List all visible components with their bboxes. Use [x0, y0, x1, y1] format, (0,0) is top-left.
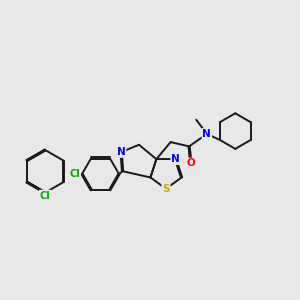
Text: N: N	[171, 154, 180, 164]
Text: N: N	[117, 147, 126, 157]
Text: Cl: Cl	[70, 169, 80, 179]
Text: Cl: Cl	[40, 190, 50, 200]
Text: S: S	[162, 184, 170, 194]
Text: O: O	[187, 158, 195, 168]
Text: N: N	[202, 129, 211, 139]
